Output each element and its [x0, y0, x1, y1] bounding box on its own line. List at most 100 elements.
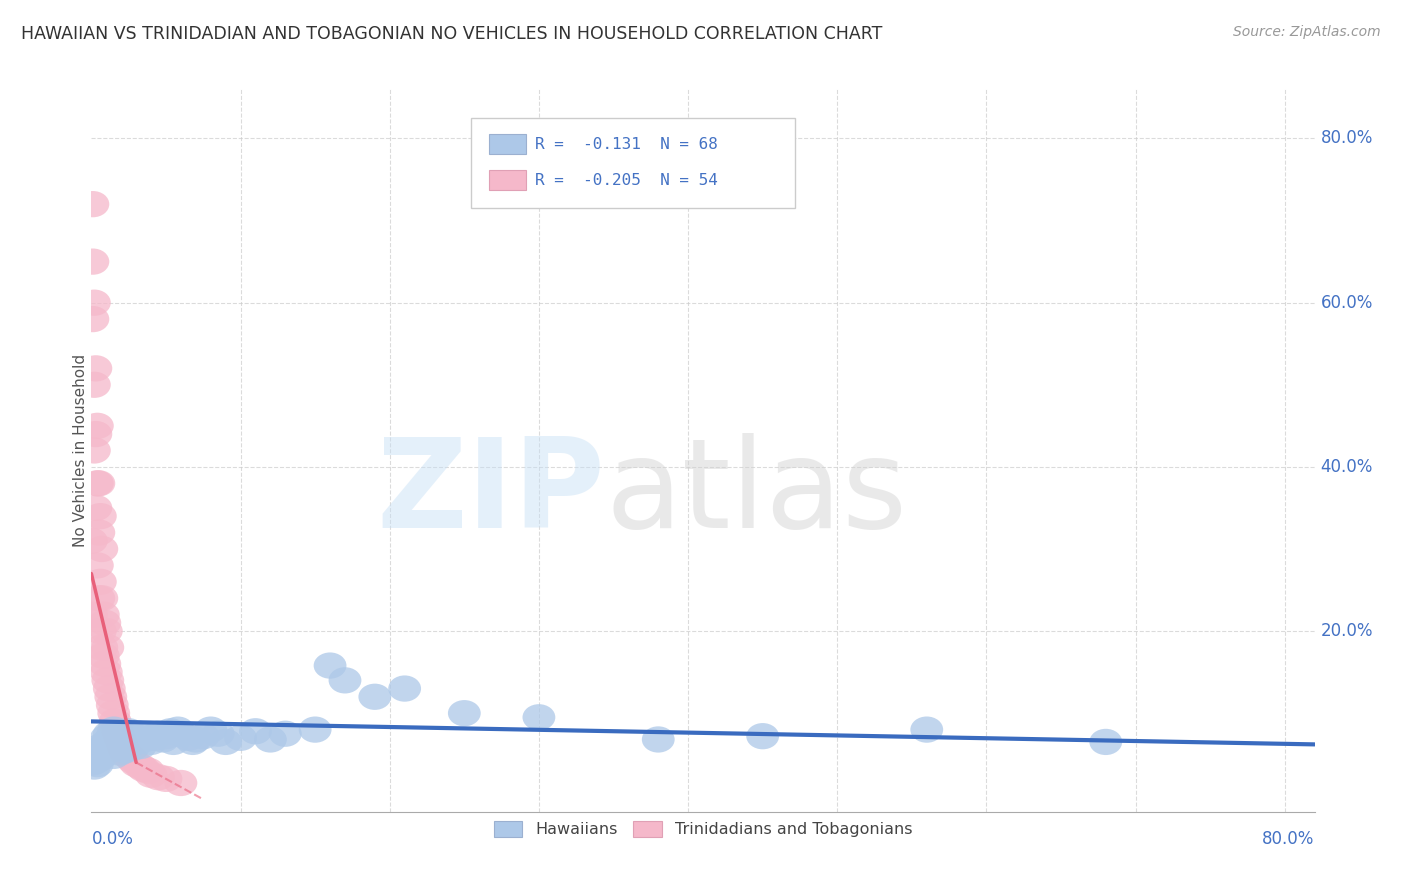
Text: 80.0%: 80.0% — [1320, 129, 1374, 147]
Ellipse shape — [269, 721, 302, 747]
Ellipse shape — [108, 737, 141, 764]
Ellipse shape — [329, 667, 361, 693]
Ellipse shape — [131, 723, 163, 749]
Text: 40.0%: 40.0% — [1320, 458, 1374, 475]
Ellipse shape — [76, 749, 110, 776]
Ellipse shape — [115, 745, 148, 772]
Ellipse shape — [76, 191, 110, 218]
Bar — [489, 134, 526, 154]
Ellipse shape — [98, 708, 132, 734]
Text: ZIP: ZIP — [377, 434, 605, 554]
Ellipse shape — [176, 729, 209, 755]
Ellipse shape — [112, 743, 145, 769]
Ellipse shape — [91, 729, 124, 755]
Ellipse shape — [910, 716, 943, 743]
Bar — [489, 170, 526, 190]
Ellipse shape — [298, 716, 332, 743]
Ellipse shape — [83, 519, 115, 546]
Ellipse shape — [76, 249, 110, 275]
Ellipse shape — [86, 743, 118, 769]
Ellipse shape — [107, 733, 139, 759]
Text: 60.0%: 60.0% — [1320, 293, 1374, 311]
Ellipse shape — [202, 721, 235, 747]
Ellipse shape — [101, 724, 135, 751]
Ellipse shape — [449, 700, 481, 726]
Ellipse shape — [117, 747, 149, 774]
Ellipse shape — [110, 741, 142, 767]
Ellipse shape — [77, 290, 111, 316]
Ellipse shape — [135, 729, 167, 755]
Ellipse shape — [96, 723, 129, 749]
Ellipse shape — [135, 762, 167, 788]
Ellipse shape — [108, 726, 141, 753]
Ellipse shape — [84, 737, 117, 764]
Ellipse shape — [93, 721, 125, 747]
Text: 80.0%: 80.0% — [1263, 830, 1315, 847]
Ellipse shape — [76, 306, 110, 332]
Ellipse shape — [93, 675, 125, 702]
Ellipse shape — [90, 724, 122, 751]
Ellipse shape — [103, 724, 136, 751]
Ellipse shape — [105, 721, 138, 747]
Ellipse shape — [87, 601, 120, 628]
Ellipse shape — [91, 667, 124, 693]
Ellipse shape — [77, 372, 111, 398]
Ellipse shape — [239, 718, 271, 745]
Ellipse shape — [100, 716, 134, 743]
Y-axis label: No Vehicles in Household: No Vehicles in Household — [73, 354, 87, 547]
Ellipse shape — [86, 733, 118, 759]
Ellipse shape — [194, 716, 228, 743]
Ellipse shape — [643, 726, 675, 753]
Text: HAWAIIAN VS TRINIDADIAN AND TOBAGONIAN NO VEHICLES IN HOUSEHOLD CORRELATION CHAR: HAWAIIAN VS TRINIDADIAN AND TOBAGONIAN N… — [21, 25, 883, 43]
Ellipse shape — [82, 470, 114, 497]
Ellipse shape — [149, 765, 183, 792]
Ellipse shape — [101, 721, 135, 747]
Ellipse shape — [117, 734, 149, 761]
Legend: Hawaiians, Trinidadians and Tobagonians: Hawaiians, Trinidadians and Tobagonians — [486, 814, 920, 844]
Ellipse shape — [105, 729, 138, 755]
Ellipse shape — [80, 421, 112, 447]
FancyBboxPatch shape — [471, 118, 794, 209]
Ellipse shape — [162, 716, 194, 743]
Ellipse shape — [89, 610, 121, 636]
Ellipse shape — [157, 729, 190, 755]
Ellipse shape — [132, 757, 165, 784]
Ellipse shape — [165, 721, 197, 747]
Ellipse shape — [155, 718, 187, 745]
Ellipse shape — [359, 683, 391, 710]
Ellipse shape — [107, 733, 139, 759]
Ellipse shape — [82, 552, 114, 579]
Ellipse shape — [187, 723, 219, 749]
Ellipse shape — [75, 528, 108, 554]
Ellipse shape — [83, 741, 115, 767]
Ellipse shape — [103, 739, 136, 765]
Ellipse shape — [77, 437, 111, 464]
Ellipse shape — [91, 634, 124, 661]
Ellipse shape — [1090, 729, 1122, 755]
Ellipse shape — [86, 536, 118, 562]
Ellipse shape — [90, 659, 122, 685]
Ellipse shape — [523, 704, 555, 731]
Ellipse shape — [80, 355, 112, 382]
Ellipse shape — [77, 754, 111, 780]
Ellipse shape — [83, 585, 115, 611]
Ellipse shape — [89, 734, 121, 761]
Ellipse shape — [224, 724, 257, 751]
Ellipse shape — [98, 734, 132, 761]
Ellipse shape — [86, 585, 118, 611]
Text: 20.0%: 20.0% — [1320, 622, 1374, 640]
Ellipse shape — [120, 751, 152, 777]
Ellipse shape — [172, 724, 205, 751]
Ellipse shape — [165, 770, 197, 797]
Ellipse shape — [122, 721, 156, 747]
Ellipse shape — [75, 601, 108, 628]
Ellipse shape — [84, 569, 117, 595]
Ellipse shape — [254, 726, 287, 753]
Ellipse shape — [124, 733, 157, 759]
Text: Source: ZipAtlas.com: Source: ZipAtlas.com — [1233, 25, 1381, 39]
Ellipse shape — [96, 692, 129, 718]
Ellipse shape — [110, 737, 142, 764]
Ellipse shape — [747, 723, 779, 749]
Ellipse shape — [388, 675, 420, 702]
Text: atlas: atlas — [605, 434, 907, 554]
